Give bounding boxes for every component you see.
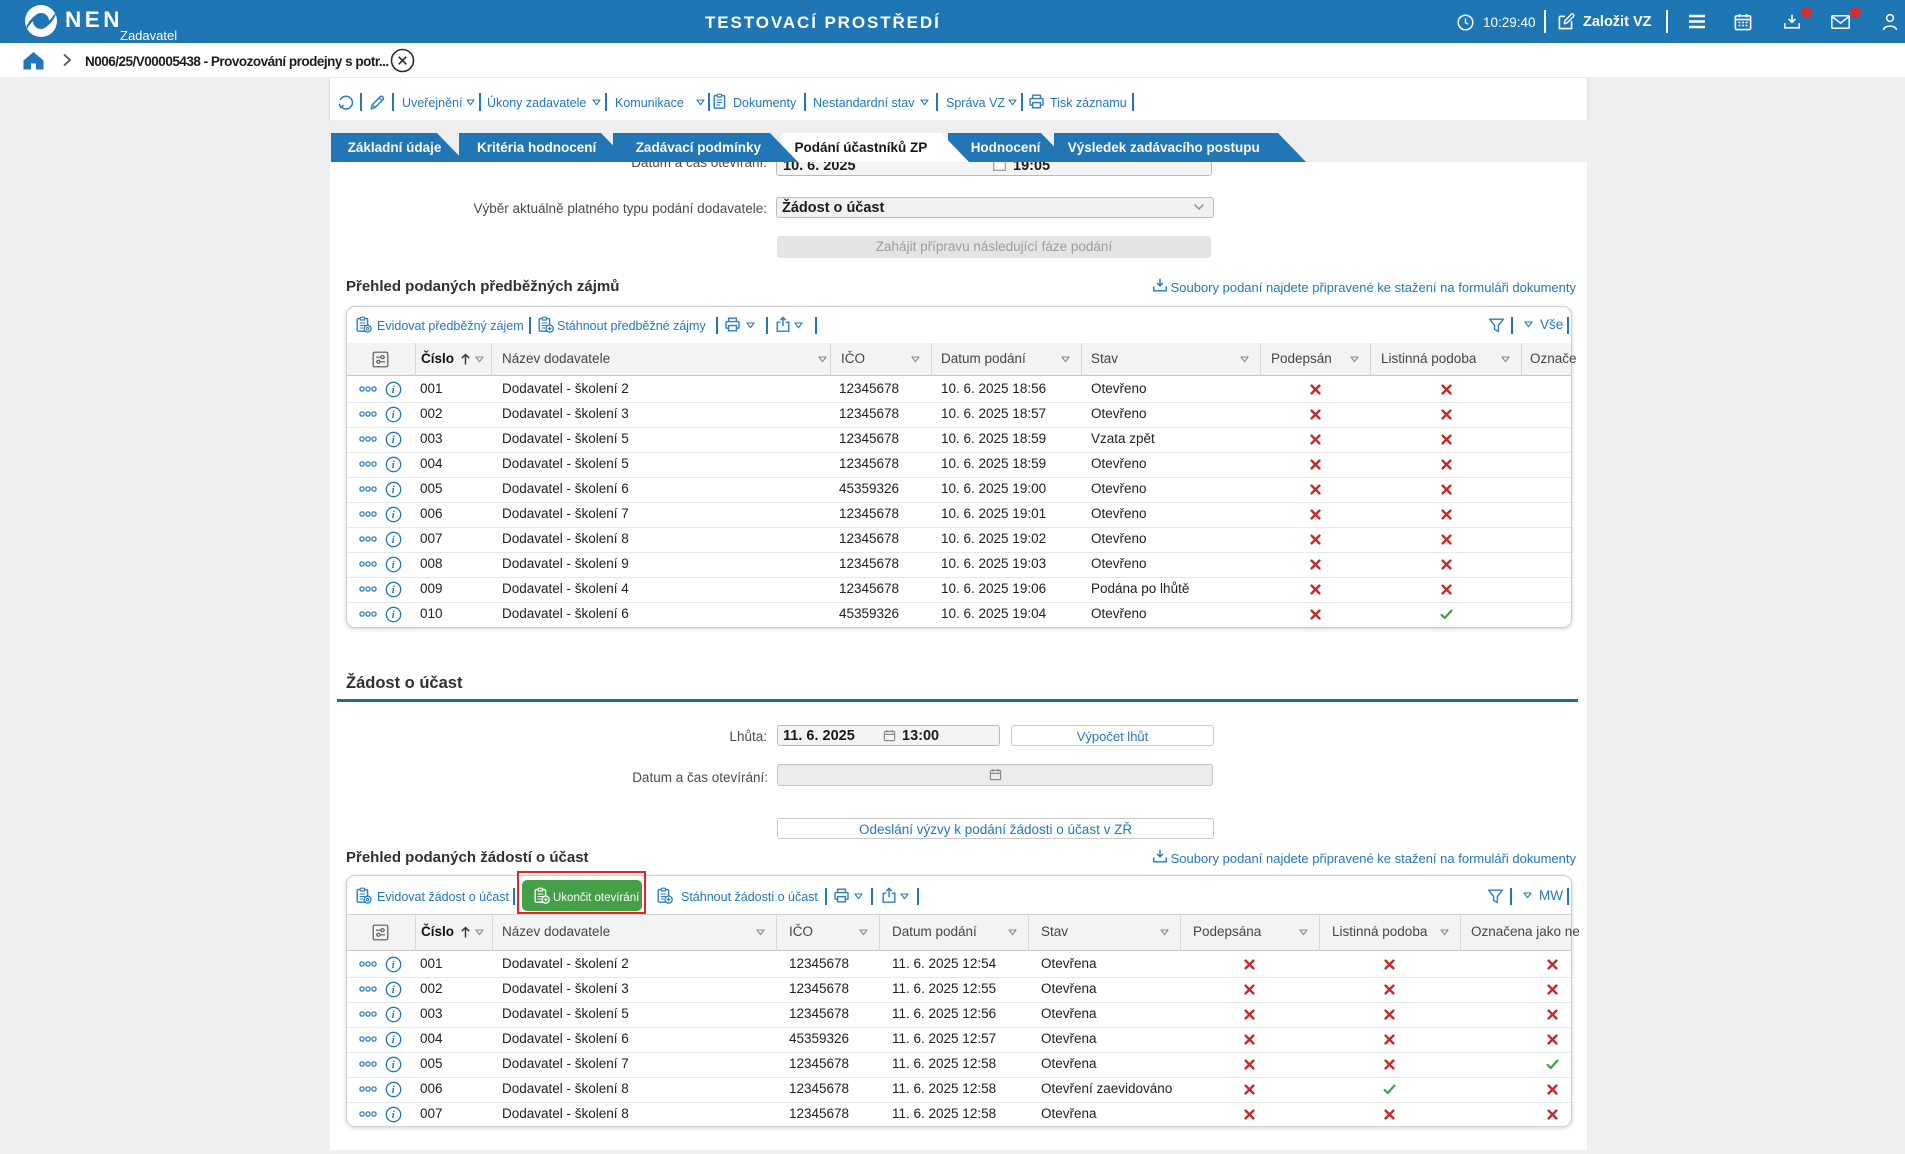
svg-text:i: i: [392, 985, 395, 996]
svg-text:i: i: [392, 1085, 395, 1096]
svg-text:i: i: [392, 610, 395, 621]
svg-text:i: i: [392, 1060, 395, 1071]
svg-text:i: i: [392, 410, 395, 421]
svg-text:i: i: [392, 435, 395, 446]
svg-text:i: i: [392, 510, 395, 521]
svg-text:i: i: [392, 385, 395, 396]
svg-text:i: i: [392, 960, 395, 971]
svg-text:i: i: [392, 535, 395, 546]
svg-text:i: i: [392, 560, 395, 571]
svg-text:i: i: [392, 585, 395, 596]
svg-text:i: i: [392, 1035, 395, 1046]
svg-text:i: i: [392, 1110, 395, 1121]
svg-text:i: i: [392, 1010, 395, 1021]
svg-text:i: i: [392, 485, 395, 496]
svg-text:i: i: [392, 460, 395, 471]
